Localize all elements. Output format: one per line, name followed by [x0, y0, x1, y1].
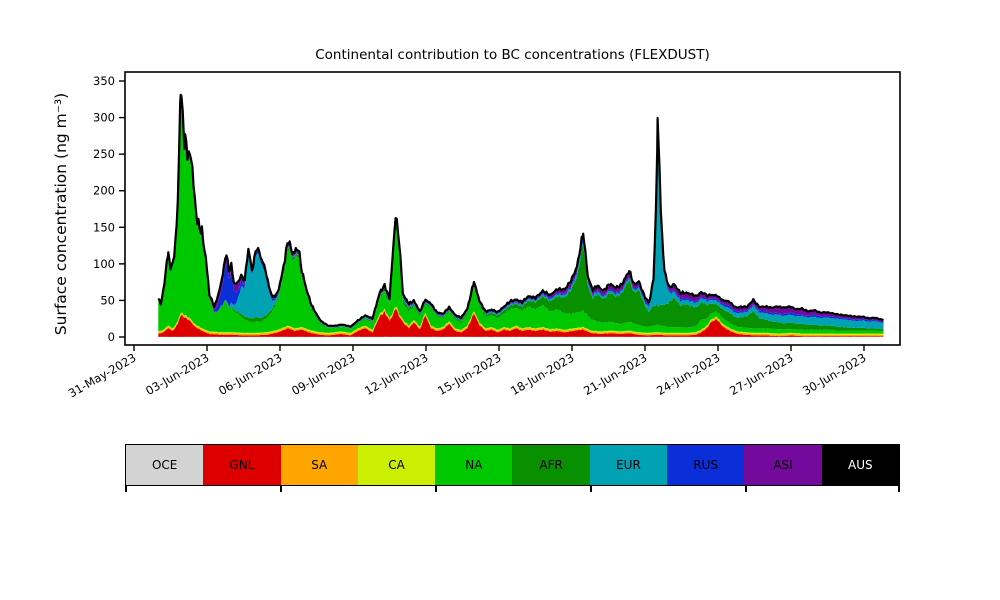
legend-axis-tick [125, 486, 127, 492]
y-tick-label: 150 [93, 220, 115, 234]
bc-stacked-area-chart: 0 50 100 150 200 250 300 350 31-May-2023 03-Jun-2… [66, 71, 901, 400]
x-tick-label: 15-Jun-2023 [435, 350, 503, 398]
legend-label: SA [311, 458, 328, 472]
x-tick-label: 06-Jun-2023 [216, 350, 284, 398]
legend-label: AUS [848, 458, 873, 472]
legend-colorbar: OCE GNL SA CA NA AFR EUR RUS ASI AUS [125, 444, 900, 486]
y-tick-label: 0 [108, 330, 115, 344]
y-tick-label: 200 [93, 184, 115, 198]
area-sa [158, 307, 884, 337]
x-tick-label: 31-May-2023 [66, 350, 139, 400]
stacked-areas [157, 93, 884, 337]
plot-frame [124, 71, 901, 346]
legend-label: ASI [773, 458, 793, 472]
x-tick-label: 12-Jun-2023 [362, 350, 430, 398]
x-tick-label: 24-Jun-2023 [654, 350, 722, 398]
legend-label: AFR [539, 458, 563, 472]
legend-item-oce: OCE [126, 445, 204, 485]
y-tick-label: 50 [100, 293, 115, 307]
legend-axis-tick [898, 486, 900, 492]
legend-label: GNL [229, 458, 255, 472]
legend-label: EUR [616, 458, 641, 472]
legend-item-aus: AUS [821, 445, 899, 485]
area-na [158, 98, 884, 334]
legend-label: RUS [693, 458, 719, 472]
x-tick-label: 03-Jun-2023 [143, 350, 211, 398]
y-tick-label: 300 [93, 111, 115, 125]
legend-axis-tick [280, 486, 282, 492]
legend-item-rus: RUS [667, 445, 745, 485]
legend-item-ca: CA [357, 445, 436, 485]
x-tick-label: 30-Jun-2023 [800, 350, 868, 398]
y-tick-label: 350 [93, 74, 115, 88]
legend-item-sa: SA [280, 445, 358, 485]
total-outline [157, 93, 884, 328]
x-tick-label: 18-Jun-2023 [508, 350, 576, 398]
legend-item-asi: ASI [744, 445, 822, 485]
legend-item-afr: AFR [512, 445, 590, 485]
x-tick-label: 21-Jun-2023 [581, 350, 649, 398]
legend-label: NA [465, 458, 483, 472]
area-gnl [158, 309, 884, 337]
y-tick-label: 250 [93, 147, 115, 161]
legend-label: CA [388, 458, 405, 472]
legend-item-na: NA [435, 445, 513, 485]
legend-axis-tick [435, 486, 437, 492]
legend-axis-tick [590, 486, 592, 492]
legend-axis-tick [745, 486, 747, 492]
legend-item-gnl: GNL [203, 445, 281, 485]
x-tick-label: 09-Jun-2023 [289, 350, 357, 398]
area-eur [158, 98, 884, 330]
chart-title: Continental contribution to BC concentra… [315, 47, 710, 63]
y-tick-label: 100 [93, 257, 115, 271]
legend-item-eur: EUR [589, 445, 668, 485]
legend-label: OCE [151, 458, 178, 472]
x-tick-label: 27-Jun-2023 [727, 350, 795, 398]
